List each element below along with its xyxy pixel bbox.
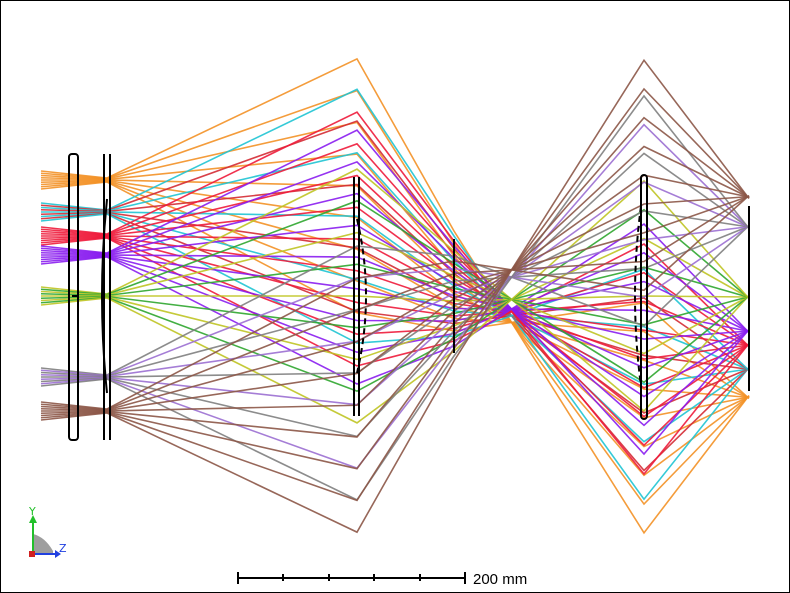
axis-origin: [29, 551, 35, 557]
z-axis-label: Z: [59, 542, 67, 555]
scale-bar: [237, 572, 466, 584]
ray: [40, 181, 750, 400]
triad-shading: [33, 534, 53, 554]
ray: [40, 142, 750, 447]
ray-bundles: [40, 57, 750, 535]
scale-bar-label: 200 mm: [473, 571, 527, 588]
y-axis-label: Y: [28, 505, 36, 518]
lens-1-surface: [101, 198, 108, 394]
lens-3-surface: [634, 205, 642, 387]
optical-elements: [68, 153, 750, 441]
lens-3: [640, 174, 648, 420]
z-axis-arrowhead: [55, 550, 61, 558]
ray: [40, 58, 750, 534]
ray: [40, 179, 750, 424]
axis-triad: Y Z: [28, 505, 67, 558]
y-axis-arrowhead: [29, 515, 37, 523]
ray: [40, 94, 750, 501]
